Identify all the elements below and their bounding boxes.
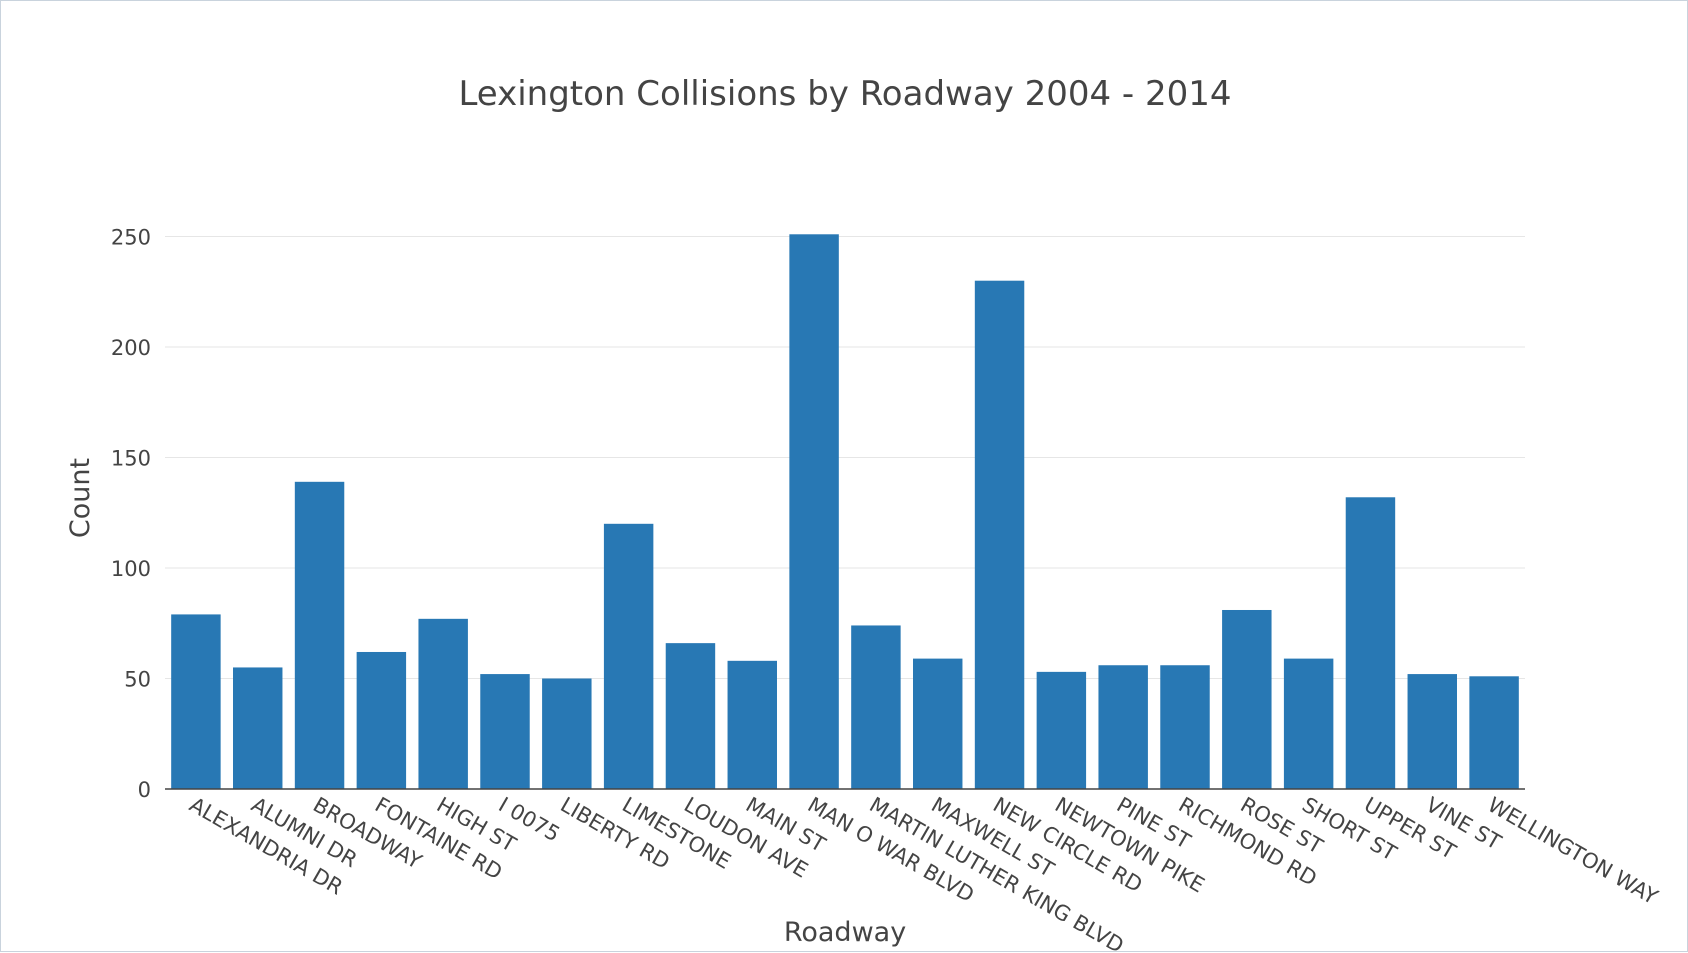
bar-high-st[interactable] [418,618,468,789]
y-tick-labels: 0 50 100 150 200 250 [111,226,151,803]
bar-loudon-ave[interactable] [665,643,716,789]
grid-layer [165,236,1525,679]
x-axis-title: Roadway [784,917,906,948]
chart-title: Lexington Collisions by Roadway 2004 - 2… [458,74,1231,114]
y-tick-label: 250 [111,226,151,250]
bar-i-0075[interactable] [480,674,530,789]
bar-richmond-rd[interactable] [1160,665,1210,789]
bar-new-circle-rd[interactable] [974,280,1025,789]
bar-fontaine-rd[interactable] [356,651,407,789]
bars-layer [165,234,1525,790]
bar-upper-st[interactable] [1345,497,1396,789]
bar-man-o-war-blvd[interactable] [789,234,839,790]
bar-alexandria-dr[interactable] [171,614,221,789]
bar-pine-st[interactable] [1098,665,1148,789]
bar-limestone[interactable] [603,523,654,789]
bar-short-st[interactable] [1283,658,1334,789]
bar-maxwell-st[interactable] [913,658,963,789]
y-tick-label: 200 [111,336,151,360]
y-axis-title: Count [65,458,96,538]
bar-martin-luther-king-blvd[interactable] [851,625,901,789]
y-tick-label: 100 [111,557,151,581]
bar-newtown-pike[interactable] [1036,671,1087,789]
x-tick-label: WELLINGTON WAY [1484,793,1662,910]
bar-liberty-rd[interactable] [542,678,592,790]
bar-rose-st[interactable] [1222,609,1272,789]
y-tick-label: 150 [111,447,151,471]
bar-main-st[interactable] [727,660,777,789]
y-tick-label: 0 [138,778,151,802]
bar-vine-st[interactable] [1407,674,1457,789]
bar-wellington-way[interactable] [1469,676,1519,789]
bar-alumni-dr[interactable] [233,667,283,789]
y-tick-label: 50 [124,668,151,692]
bar-broadway[interactable] [294,481,345,789]
